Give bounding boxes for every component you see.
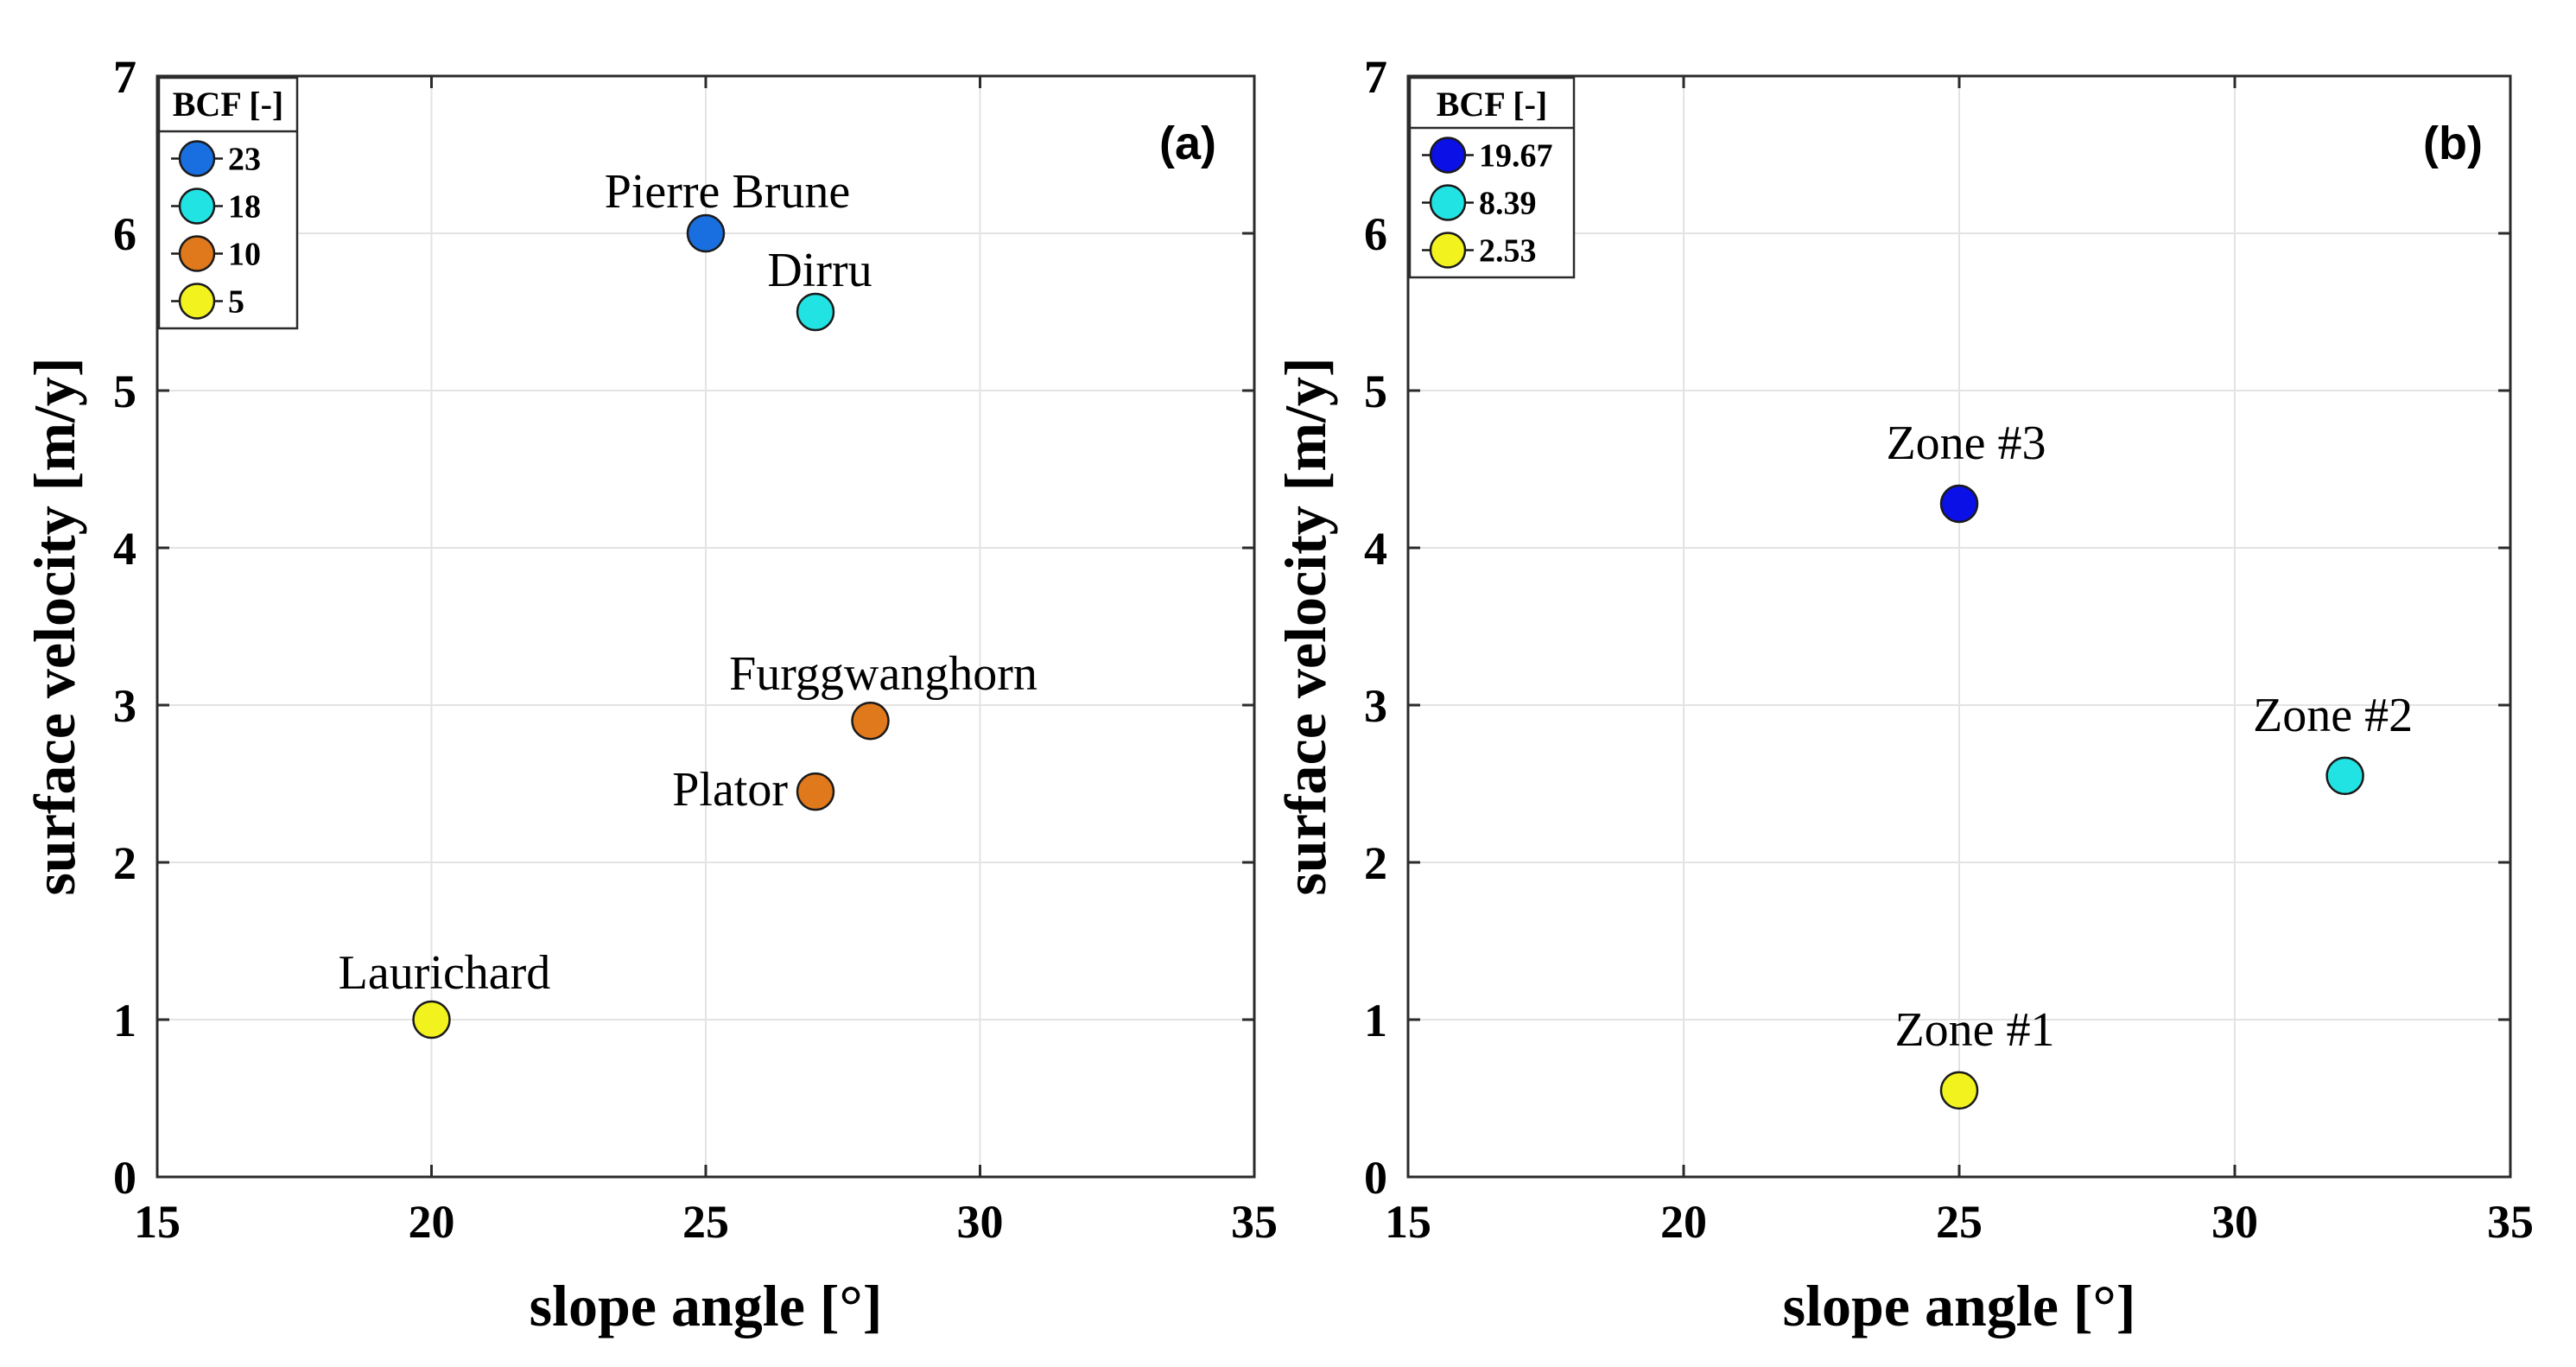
x-tick-label: 35 [2487,1196,2534,1248]
legend-entry-label: 2.53 [1479,233,1537,270]
legend-marker [1429,184,1467,221]
data-point-dirru [796,292,835,332]
panel-label: (a) [1159,118,1216,169]
y-tick-label: 6 [113,208,136,260]
y-tick-label: 4 [1364,523,1387,575]
y-tick-label: 2 [113,837,136,889]
x-axis-label: slope angle [°] [530,1273,883,1338]
legend: BCF [-] 23 18 10 5 [157,76,299,330]
legend-marker [178,140,216,177]
x-tick-label: 30 [2211,1196,2258,1248]
legend-marker [178,283,216,320]
data-point-zone-2 [2325,756,2364,796]
legend-entry-label: 5 [228,284,244,321]
x-tick-label: 15 [1385,1196,1431,1248]
x-tick-label: 25 [682,1196,729,1248]
y-tick-label: 3 [1364,680,1387,732]
x-tick-label: 30 [957,1196,1004,1248]
x-tick-label: 15 [134,1196,181,1248]
y-tick-label: 5 [113,366,136,417]
x-tick-label: 20 [1660,1196,1707,1248]
data-point-furggwanghorn [851,701,890,741]
data-point-plator [796,772,835,811]
y-tick-label: 4 [113,523,136,575]
legend-entry-label: 23 [228,142,261,178]
legend-marker [1429,137,1467,174]
legend-entry-label: 10 [228,237,261,273]
y-tick-label: 7 [1364,51,1387,103]
legend: BCF [-] 19.67 8.39 2.53 [1408,76,1576,279]
y-tick-label: 1 [113,995,136,1046]
y-tick-label: 2 [1364,837,1387,889]
y-tick-label: 1 [1364,995,1387,1046]
y-tick-label: 6 [1364,208,1387,260]
x-tick-label: 35 [1231,1196,1278,1248]
panel-label: (b) [2423,118,2483,169]
point-label: Dirru [767,244,872,297]
point-label: Pierre Brune [605,165,851,219]
legend-entry-label: 8.39 [1479,186,1537,222]
legend-marker [178,235,216,272]
data-point-zone-3 [1939,484,1979,524]
legend-entry-label: 19.67 [1479,138,1553,175]
point-label: Laurichard [339,946,551,1000]
y-tick-label: 0 [1364,1152,1387,1204]
y-tick-label: 0 [113,1152,136,1204]
legend-entry-label: 18 [228,189,261,226]
legend-marker [178,188,216,225]
x-tick-label: 20 [409,1196,455,1248]
x-axis-label: slope angle [°] [1783,1273,2136,1338]
y-axis-label: surface velocity [m/y] [1272,357,1338,895]
point-label: Furggwanghorn [729,647,1037,701]
y-axis-label: surface velocity [m/y] [22,357,87,895]
data-point-pierre-brune [686,213,726,253]
legend-title: BCF [-] [173,85,283,124]
chart-panel-b: 15 20 25 30 35 0 1 2 3 4 5 6 7 slope angle [°] surface… [1272,51,2534,1338]
x-tick-label: 25 [1936,1196,1983,1248]
point-label: Zone #2 [2253,689,2413,742]
y-tick-label: 7 [113,51,136,103]
data-point-zone-1 [1939,1071,1979,1110]
point-label: Zone #3 [1886,416,2046,470]
point-label: Zone #1 [1894,1003,2054,1057]
point-label: Plator [672,763,788,817]
data-point-laurichard [412,1000,451,1040]
legend-marker [1429,232,1467,269]
y-tick-label: 3 [113,680,136,732]
y-tick-label: 5 [1364,366,1387,417]
legend-title: BCF [-] [1437,85,1547,124]
